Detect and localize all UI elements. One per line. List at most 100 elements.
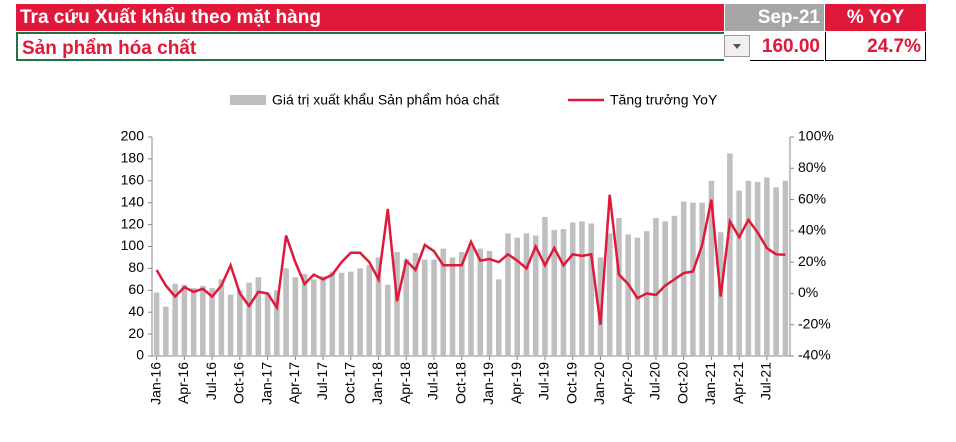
y-tick-label: 160 xyxy=(121,172,145,188)
bar xyxy=(551,230,557,356)
y2-tick-label: 20% xyxy=(798,253,826,269)
legend-swatch xyxy=(230,95,266,105)
legend-label: Tăng trưởng YoY xyxy=(610,92,718,108)
bar xyxy=(366,265,373,356)
bar xyxy=(421,259,428,356)
yoy-label: % YoY xyxy=(825,4,926,31)
bar xyxy=(209,288,215,356)
bar xyxy=(579,221,585,356)
x-tick-label: Apr-19 xyxy=(508,362,524,404)
y-tick-label: 80 xyxy=(128,259,144,275)
bar xyxy=(625,234,631,356)
bar xyxy=(764,177,770,356)
bar xyxy=(190,288,197,356)
x-tick-label: Oct-18 xyxy=(452,362,468,404)
bar xyxy=(773,187,779,356)
bar xyxy=(671,215,678,356)
x-tick-label: Oct-16 xyxy=(231,362,247,404)
bar xyxy=(412,253,419,356)
bar xyxy=(153,292,160,356)
bar xyxy=(264,293,271,356)
x-tick-label: Jan-19 xyxy=(480,362,496,405)
bar xyxy=(505,233,511,356)
y-tick-label: 100 xyxy=(121,237,145,253)
bar xyxy=(606,233,613,356)
bar xyxy=(727,153,733,356)
bar xyxy=(200,285,206,356)
bar xyxy=(301,273,308,356)
x-tick-label: Oct-20 xyxy=(674,362,690,404)
y2-tick-label: -40% xyxy=(798,347,831,363)
bar xyxy=(440,248,447,356)
bar xyxy=(431,259,437,356)
bar xyxy=(699,202,705,356)
legend-label: Giá trị xuất khẩu Sản phẩm hóa chất xyxy=(272,92,499,108)
x-tick-label: Jan-18 xyxy=(369,362,385,405)
bar xyxy=(292,277,299,356)
bar xyxy=(597,257,604,356)
dropdown-button[interactable] xyxy=(724,35,750,57)
bar xyxy=(172,283,178,356)
y-tick-label: 20 xyxy=(128,325,144,341)
x-tick-label: Jul-20 xyxy=(647,362,663,400)
bar xyxy=(680,201,687,356)
y2-tick-label: 60% xyxy=(798,190,826,206)
x-tick-label: Jul-21 xyxy=(758,362,774,400)
bar xyxy=(458,251,465,356)
bar xyxy=(754,181,761,356)
period: Sep-21 xyxy=(725,4,824,31)
bar xyxy=(181,284,188,356)
y2-tick-label: 80% xyxy=(798,159,826,175)
bar xyxy=(782,180,789,356)
y2-tick-label: 40% xyxy=(798,222,826,238)
bar xyxy=(486,250,493,356)
x-tick-label: Apr-17 xyxy=(286,362,302,404)
bar xyxy=(375,257,382,356)
bar xyxy=(560,228,567,356)
bar xyxy=(449,257,456,356)
bar xyxy=(255,277,262,356)
bar xyxy=(653,218,659,356)
bar xyxy=(745,180,752,356)
bar xyxy=(542,216,548,356)
bar xyxy=(338,272,345,356)
bar xyxy=(616,218,622,356)
x-tick-label: Apr-20 xyxy=(619,362,635,404)
y-tick-label: 0 xyxy=(136,347,144,363)
bar xyxy=(477,248,484,356)
product-cell[interactable]: Sản phẩm hóa chất xyxy=(16,32,724,61)
y-tick-label: 60 xyxy=(128,281,144,297)
bar xyxy=(320,276,326,356)
bar xyxy=(311,279,317,356)
bar xyxy=(348,271,354,356)
selector-row: Sản phẩm hóa chất 160.00 24.7% xyxy=(16,32,926,61)
x-tick-label: Apr-16 xyxy=(175,362,191,404)
title: Tra cứu Xuất khẩu theo mặt hàng xyxy=(16,4,724,31)
y-tick-label: 120 xyxy=(121,215,145,231)
y2-tick-label: 0% xyxy=(798,284,818,300)
x-tick-label: Oct-19 xyxy=(563,362,579,404)
bar xyxy=(690,202,696,356)
y2-tick-label: 100% xyxy=(798,128,834,144)
x-tick-label: Jul-16 xyxy=(203,362,219,400)
x-tick-label: Jul-18 xyxy=(425,362,441,400)
x-tick-label: Jul-17 xyxy=(314,362,330,400)
x-tick-label: Jul-19 xyxy=(536,362,552,400)
bar xyxy=(523,233,530,356)
dropdown-arrow xyxy=(733,44,741,49)
bar xyxy=(385,284,391,356)
x-tick-label: Jan-17 xyxy=(258,362,274,405)
x-tick-label: Jan-21 xyxy=(702,362,718,405)
bar xyxy=(532,235,539,356)
bar xyxy=(218,279,225,356)
line xyxy=(155,194,786,325)
bar xyxy=(274,290,280,356)
bar xyxy=(357,268,363,356)
bar xyxy=(569,222,576,356)
bar xyxy=(662,221,668,356)
bar xyxy=(514,237,521,356)
x-tick-label: Jan-16 xyxy=(147,362,163,405)
header-row: Tra cứu Xuất khẩu theo mặt hàng Sep-21 %… xyxy=(16,4,926,31)
bar xyxy=(403,259,410,356)
bar xyxy=(329,271,336,356)
